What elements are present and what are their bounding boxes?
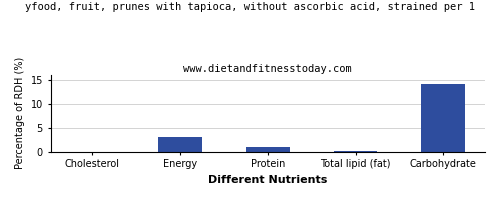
Bar xyxy=(334,151,378,152)
Bar xyxy=(246,147,290,152)
Text: yfood, fruit, prunes with tapioca, without ascorbic acid, strained per 1: yfood, fruit, prunes with tapioca, witho… xyxy=(25,2,475,12)
Y-axis label: Percentage of RDH (%): Percentage of RDH (%) xyxy=(15,57,25,169)
Title: www.dietandfitnesstoday.com: www.dietandfitnesstoday.com xyxy=(184,64,352,74)
X-axis label: Different Nutrients: Different Nutrients xyxy=(208,175,328,185)
Bar xyxy=(422,84,466,152)
Bar xyxy=(158,137,202,152)
